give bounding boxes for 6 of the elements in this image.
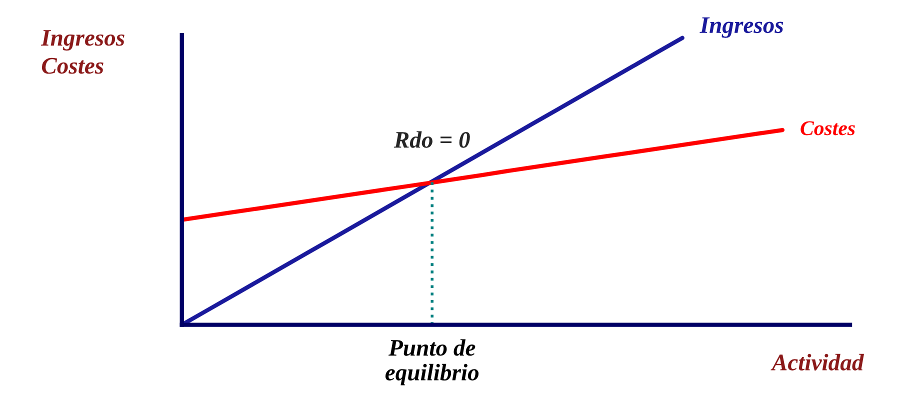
x-axis-title: Actividad bbox=[770, 354, 864, 371]
annotation: Rdo = 0 bbox=[394, 131, 470, 148]
series-label: Costes bbox=[800, 121, 855, 136]
text: Punto de equilibrio bbox=[385, 339, 479, 386]
y-axis-title: Ingresos Costes bbox=[40, 30, 124, 74]
series-label: Ingresos bbox=[700, 17, 784, 38]
